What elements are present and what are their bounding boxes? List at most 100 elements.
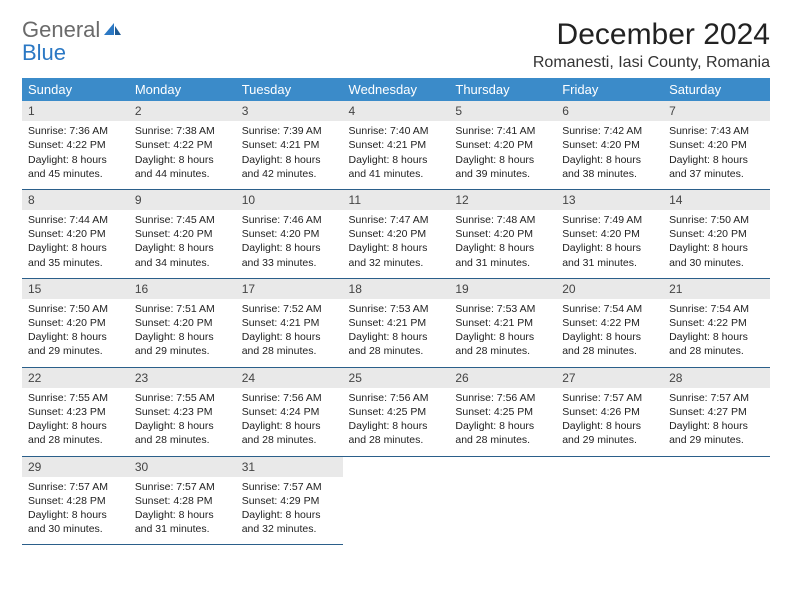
sunset-line: Sunset: 4:25 PM <box>455 405 550 419</box>
day-detail: Sunrise: 7:57 AMSunset: 4:28 PMDaylight:… <box>22 477 129 545</box>
calendar-day-cell: 25Sunrise: 7:56 AMSunset: 4:25 PMDayligh… <box>343 367 450 456</box>
day-number: 27 <box>556 368 663 388</box>
day-number: 2 <box>129 101 236 121</box>
calendar-day-cell: 17Sunrise: 7:52 AMSunset: 4:21 PMDayligh… <box>236 278 343 367</box>
brand-logo: General Blue <box>22 18 122 64</box>
sunset-line: Sunset: 4:20 PM <box>135 227 230 241</box>
brand-word-1: General <box>22 17 100 42</box>
sunset-line: Sunset: 4:22 PM <box>135 138 230 152</box>
daylight-line: Daylight: 8 hours and 28 minutes. <box>349 330 444 358</box>
day-detail: Sunrise: 7:39 AMSunset: 4:21 PMDaylight:… <box>236 121 343 189</box>
calendar-day-cell: 30Sunrise: 7:57 AMSunset: 4:28 PMDayligh… <box>129 456 236 545</box>
daylight-line: Daylight: 8 hours and 31 minutes. <box>135 508 230 536</box>
daylight-line: Daylight: 8 hours and 31 minutes. <box>562 241 657 269</box>
day-number: 15 <box>22 279 129 299</box>
day-number: 22 <box>22 368 129 388</box>
calendar-day-cell: 6Sunrise: 7:42 AMSunset: 4:20 PMDaylight… <box>556 101 663 189</box>
brand-sail-icon <box>102 18 122 41</box>
sunset-line: Sunset: 4:22 PM <box>669 316 764 330</box>
sunrise-line: Sunrise: 7:57 AM <box>669 391 764 405</box>
calendar-day-cell: 2Sunrise: 7:38 AMSunset: 4:22 PMDaylight… <box>129 101 236 189</box>
sunrise-line: Sunrise: 7:42 AM <box>562 124 657 138</box>
day-detail: Sunrise: 7:57 AMSunset: 4:27 PMDaylight:… <box>663 388 770 456</box>
sunset-line: Sunset: 4:20 PM <box>455 138 550 152</box>
calendar-day-cell: 28Sunrise: 7:57 AMSunset: 4:27 PMDayligh… <box>663 367 770 456</box>
calendar-week-row: 1Sunrise: 7:36 AMSunset: 4:22 PMDaylight… <box>22 101 770 189</box>
sunset-line: Sunset: 4:22 PM <box>562 316 657 330</box>
sunset-line: Sunset: 4:20 PM <box>562 227 657 241</box>
sunrise-line: Sunrise: 7:57 AM <box>562 391 657 405</box>
daylight-line: Daylight: 8 hours and 34 minutes. <box>135 241 230 269</box>
calendar-week-row: 8Sunrise: 7:44 AMSunset: 4:20 PMDaylight… <box>22 189 770 278</box>
day-detail: Sunrise: 7:51 AMSunset: 4:20 PMDaylight:… <box>129 299 236 367</box>
calendar-day-cell: 5Sunrise: 7:41 AMSunset: 4:20 PMDaylight… <box>449 101 556 189</box>
day-detail: Sunrise: 7:56 AMSunset: 4:25 PMDaylight:… <box>343 388 450 456</box>
calendar-day-cell: 3Sunrise: 7:39 AMSunset: 4:21 PMDaylight… <box>236 101 343 189</box>
day-detail: Sunrise: 7:50 AMSunset: 4:20 PMDaylight:… <box>22 299 129 367</box>
sunrise-line: Sunrise: 7:50 AM <box>669 213 764 227</box>
calendar-day-cell <box>449 456 556 545</box>
day-number: 23 <box>129 368 236 388</box>
day-number: 6 <box>556 101 663 121</box>
day-detail: Sunrise: 7:48 AMSunset: 4:20 PMDaylight:… <box>449 210 556 278</box>
sunset-line: Sunset: 4:20 PM <box>349 227 444 241</box>
day-detail: Sunrise: 7:41 AMSunset: 4:20 PMDaylight:… <box>449 121 556 189</box>
day-detail: Sunrise: 7:55 AMSunset: 4:23 PMDaylight:… <box>22 388 129 456</box>
sunrise-line: Sunrise: 7:43 AM <box>669 124 764 138</box>
day-detail: Sunrise: 7:57 AMSunset: 4:26 PMDaylight:… <box>556 388 663 456</box>
daylight-line: Daylight: 8 hours and 31 minutes. <box>455 241 550 269</box>
sunset-line: Sunset: 4:20 PM <box>135 316 230 330</box>
calendar-day-cell <box>343 456 450 545</box>
sunset-line: Sunset: 4:25 PM <box>349 405 444 419</box>
daylight-line: Daylight: 8 hours and 29 minutes. <box>562 419 657 447</box>
day-detail: Sunrise: 7:44 AMSunset: 4:20 PMDaylight:… <box>22 210 129 278</box>
day-detail: Sunrise: 7:56 AMSunset: 4:25 PMDaylight:… <box>449 388 556 456</box>
day-detail: Sunrise: 7:42 AMSunset: 4:20 PMDaylight:… <box>556 121 663 189</box>
weekday-header: Saturday <box>663 78 770 101</box>
day-number: 31 <box>236 457 343 477</box>
sunset-line: Sunset: 4:28 PM <box>135 494 230 508</box>
daylight-line: Daylight: 8 hours and 32 minutes. <box>349 241 444 269</box>
month-title: December 2024 <box>533 18 770 52</box>
sunset-line: Sunset: 4:29 PM <box>242 494 337 508</box>
day-detail: Sunrise: 7:47 AMSunset: 4:20 PMDaylight:… <box>343 210 450 278</box>
daylight-line: Daylight: 8 hours and 29 minutes. <box>135 330 230 358</box>
sunrise-line: Sunrise: 7:52 AM <box>242 302 337 316</box>
location-subtitle: Romanesti, Iasi County, Romania <box>533 54 770 72</box>
day-number: 20 <box>556 279 663 299</box>
sunset-line: Sunset: 4:21 PM <box>349 138 444 152</box>
sunrise-line: Sunrise: 7:49 AM <box>562 213 657 227</box>
calendar-week-row: 29Sunrise: 7:57 AMSunset: 4:28 PMDayligh… <box>22 456 770 545</box>
day-detail: Sunrise: 7:49 AMSunset: 4:20 PMDaylight:… <box>556 210 663 278</box>
sunset-line: Sunset: 4:23 PM <box>28 405 123 419</box>
sunset-line: Sunset: 4:21 PM <box>455 316 550 330</box>
sunrise-line: Sunrise: 7:56 AM <box>455 391 550 405</box>
sunrise-line: Sunrise: 7:48 AM <box>455 213 550 227</box>
weekday-header: Wednesday <box>343 78 450 101</box>
day-number: 13 <box>556 190 663 210</box>
header: General Blue December 2024 Romanesti, Ia… <box>22 18 770 72</box>
sunset-line: Sunset: 4:20 PM <box>242 227 337 241</box>
day-number: 26 <box>449 368 556 388</box>
sunrise-line: Sunrise: 7:56 AM <box>349 391 444 405</box>
daylight-line: Daylight: 8 hours and 28 minutes. <box>455 419 550 447</box>
daylight-line: Daylight: 8 hours and 28 minutes. <box>242 330 337 358</box>
sunset-line: Sunset: 4:21 PM <box>242 138 337 152</box>
sunset-line: Sunset: 4:27 PM <box>669 405 764 419</box>
day-number: 5 <box>449 101 556 121</box>
brand-word-2: Blue <box>22 40 66 65</box>
day-number: 7 <box>663 101 770 121</box>
calendar-day-cell <box>663 456 770 545</box>
calendar-day-cell: 16Sunrise: 7:51 AMSunset: 4:20 PMDayligh… <box>129 278 236 367</box>
day-number: 18 <box>343 279 450 299</box>
daylight-line: Daylight: 8 hours and 28 minutes. <box>28 419 123 447</box>
sunrise-line: Sunrise: 7:53 AM <box>455 302 550 316</box>
daylight-line: Daylight: 8 hours and 28 minutes. <box>242 419 337 447</box>
day-number: 1 <box>22 101 129 121</box>
sunrise-line: Sunrise: 7:38 AM <box>135 124 230 138</box>
day-detail: Sunrise: 7:57 AMSunset: 4:28 PMDaylight:… <box>129 477 236 545</box>
calendar-day-cell: 31Sunrise: 7:57 AMSunset: 4:29 PMDayligh… <box>236 456 343 545</box>
sunset-line: Sunset: 4:20 PM <box>28 316 123 330</box>
weekday-header: Thursday <box>449 78 556 101</box>
weekday-header: Tuesday <box>236 78 343 101</box>
